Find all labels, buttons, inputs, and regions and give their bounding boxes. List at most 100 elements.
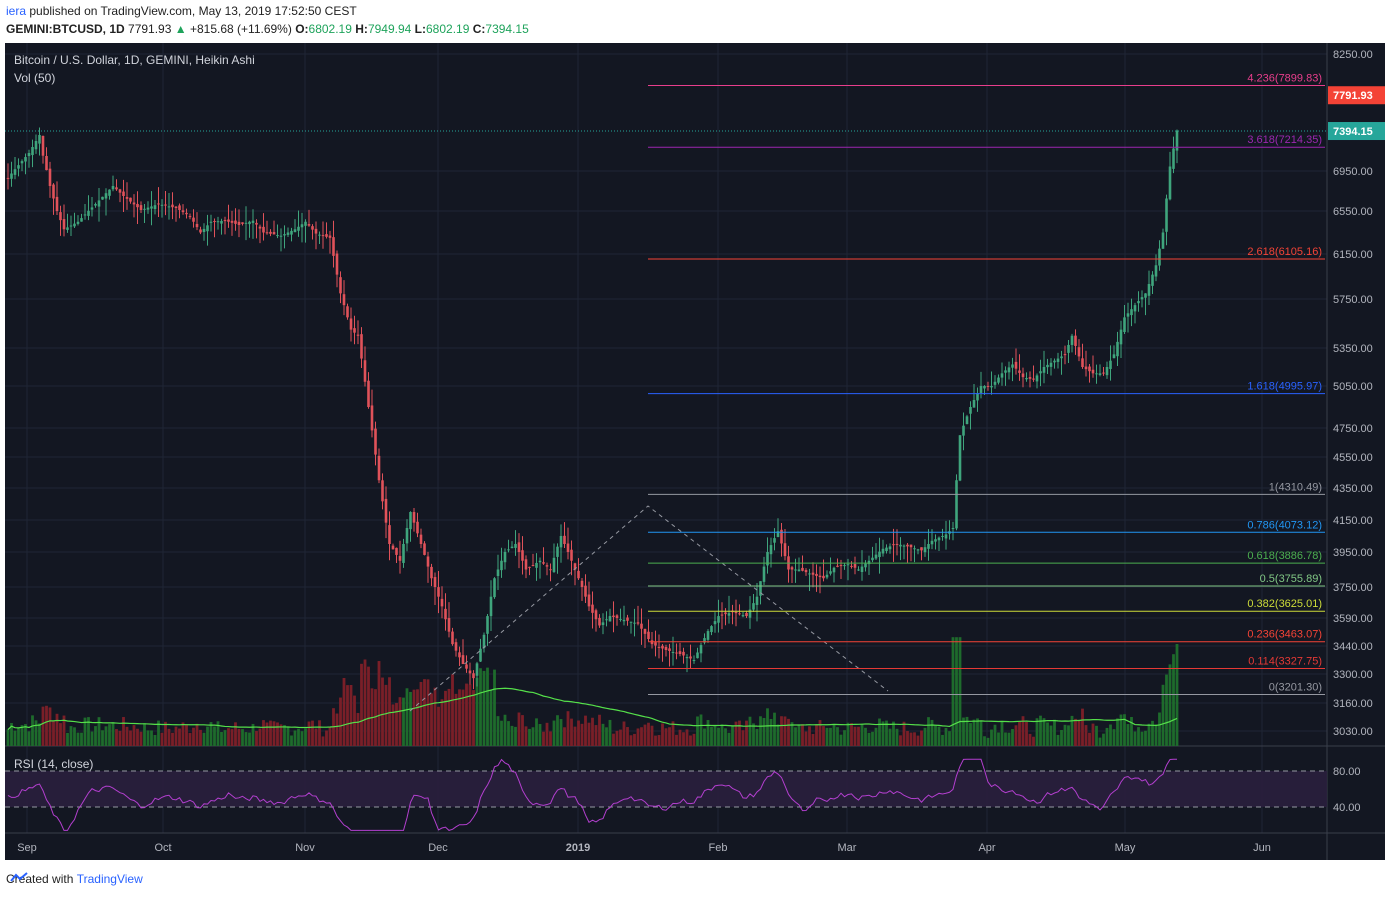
volume-bar	[136, 728, 139, 746]
candle-body	[139, 205, 143, 210]
volume-bar	[640, 727, 643, 746]
rsi-band	[5, 771, 1327, 807]
candle-body	[150, 206, 153, 209]
volume-bar	[1158, 712, 1161, 746]
candle-body	[255, 222, 258, 225]
volume-bar	[451, 674, 454, 746]
candle-body	[650, 640, 654, 645]
candle-body	[125, 197, 129, 199]
candle-body	[951, 528, 955, 529]
candle-body	[668, 648, 671, 651]
volume-bar	[524, 726, 528, 746]
candle-body	[1175, 130, 1179, 151]
volume-bar	[241, 729, 244, 746]
candle-body	[409, 512, 412, 530]
candle-body	[997, 377, 1000, 383]
volume-bar	[188, 733, 192, 746]
volume-bar	[601, 723, 605, 746]
candle-body	[97, 200, 101, 207]
volume-bar	[1168, 664, 1172, 746]
candle-body	[1098, 373, 1102, 375]
candle-body	[601, 622, 605, 626]
volume-bar	[423, 679, 426, 746]
volume-bar	[584, 715, 587, 746]
candle-body	[444, 608, 447, 620]
volume-bar	[52, 721, 55, 746]
candle-body	[76, 221, 80, 224]
volume-bar	[664, 728, 668, 746]
volume-bar	[150, 730, 153, 746]
candle-body	[479, 648, 482, 662]
fib-level-label: 4.236(7899.83)	[1247, 73, 1322, 85]
volume-bar	[927, 717, 930, 746]
volume-bar	[1112, 729, 1116, 746]
candle-body	[993, 381, 997, 385]
candle-body	[1130, 309, 1133, 316]
volume-bar	[139, 731, 143, 746]
high-value: 7949.94	[367, 22, 412, 36]
footer: Created with TradingView	[6, 872, 143, 886]
y-tick-label: 4350.00	[1333, 483, 1373, 495]
candle-body	[286, 232, 290, 235]
tradingview-link[interactable]: TradingView	[76, 872, 143, 886]
volume-bar	[752, 723, 755, 746]
candle-body	[188, 216, 192, 218]
candle-body	[230, 220, 234, 223]
candle-body	[283, 234, 286, 236]
volume-bar	[1130, 717, 1133, 746]
volume-bar	[402, 697, 405, 746]
candle-body	[1084, 366, 1088, 370]
candle-body	[160, 204, 164, 206]
volume-bar	[1165, 674, 1168, 746]
candle-body	[895, 543, 899, 545]
volume-bar	[38, 723, 41, 746]
volume-bar	[741, 730, 745, 746]
price-chart[interactable]: 4.236(7899.83) 3.618(7214.35) 2.618(6105.1…	[5, 43, 1385, 860]
volume-bar	[1105, 727, 1109, 746]
candle-body	[643, 628, 647, 634]
candle-body	[342, 294, 346, 306]
author-link[interactable]: iera	[6, 4, 27, 18]
candle-body	[892, 544, 895, 546]
candle-body	[899, 544, 902, 547]
volume-bar	[1172, 654, 1175, 746]
volume-bar	[1067, 725, 1070, 746]
volume-bar	[24, 724, 27, 746]
volume-bar	[1021, 716, 1025, 746]
candle-body	[559, 536, 563, 548]
volume-bar	[997, 732, 1000, 746]
chart-area[interactable]: 4.236(7899.83) 3.618(7214.35) 2.618(6105.1…	[5, 43, 1385, 860]
volume-bar	[353, 695, 356, 746]
candle-body	[216, 221, 220, 223]
candle-body	[31, 147, 34, 156]
candle-body	[1056, 358, 1060, 362]
volume-bar	[990, 729, 993, 746]
volume-bar	[657, 735, 661, 746]
candle-body	[132, 202, 136, 205]
candle-body	[801, 567, 804, 571]
candle-body	[962, 425, 965, 436]
candle-body	[384, 498, 388, 523]
candle-body	[146, 207, 150, 210]
volume-bar	[559, 719, 563, 746]
rsi-tick-label: 80.00	[1333, 766, 1361, 778]
candle-body	[482, 634, 486, 649]
volume-bar	[1116, 718, 1119, 746]
candle-body	[916, 549, 920, 551]
candle-body	[724, 612, 727, 615]
candle-body	[1126, 313, 1130, 317]
candle-body	[475, 663, 479, 676]
y-tick-label: 3300.00	[1333, 669, 1373, 681]
volume-bar	[510, 725, 514, 746]
volume-bar	[699, 714, 703, 746]
volume-bar	[83, 717, 87, 746]
candle-body	[328, 235, 332, 238]
volume-bar	[409, 691, 412, 746]
volume-bar	[1147, 723, 1151, 746]
candle-body	[94, 204, 97, 206]
candle-body	[237, 221, 241, 225]
volume-bar	[17, 728, 20, 746]
candle-body	[720, 614, 724, 616]
volume-bar	[416, 689, 419, 746]
volume-bar	[661, 723, 664, 746]
